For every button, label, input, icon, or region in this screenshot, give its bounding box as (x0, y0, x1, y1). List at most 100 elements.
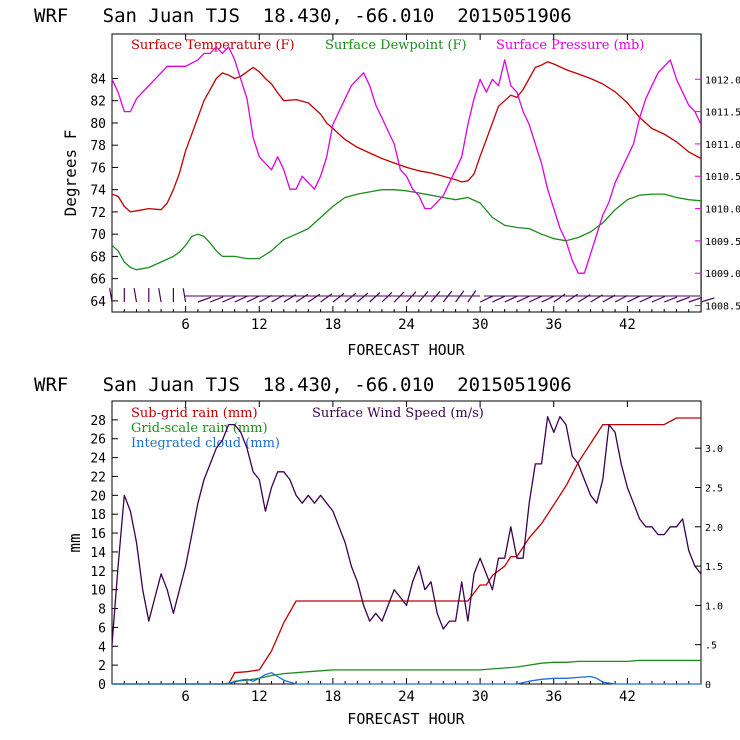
top-x-tick-label: 18 (324, 317, 341, 333)
wind-barb (307, 293, 321, 303)
top-y-tick-label: 70 (90, 228, 106, 243)
wind-barb (504, 295, 518, 303)
wind-barb (553, 293, 566, 303)
bottom-y-tick-label: 6 (98, 621, 106, 636)
wind-barb (418, 291, 429, 303)
bottom-chart: WRF San Juan TJS 18.430, -66.010 2015051… (34, 374, 723, 728)
bottom-axes: 6 12 18 24 30 36 4202468101214161820222426280.… (90, 401, 723, 705)
bottom-y-tick-label: 12 (90, 565, 106, 580)
bottom-x-tick-label: 30 (472, 689, 489, 705)
wind-barb (332, 293, 345, 303)
wind-barb (209, 296, 224, 303)
wind-barb (663, 296, 678, 303)
bottom-y2-tick-label: 1.5 (705, 562, 723, 573)
bottom-x-tick-label: 24 (398, 689, 415, 705)
bottom-y-tick-label: 24 (90, 452, 106, 467)
bottom-y2-tick-label: 2.5 (705, 483, 723, 494)
wind-barb (320, 293, 333, 303)
top-x-tick-label: 24 (398, 317, 415, 333)
bottom-x-axis-label: FORECAST HOUR (347, 710, 465, 728)
bottom-y-axis-label: mm (65, 533, 84, 552)
legend-integrated-cloud: Integrated cloud (mm) (131, 436, 280, 451)
bottom-y-tick-label: 4 (98, 640, 106, 655)
wind-barb (109, 288, 113, 303)
bottom-y-tick-label: 10 (90, 584, 106, 599)
top-chart-title: WRF San Juan TJS 18.430, -66.010 2015051… (34, 5, 572, 27)
wind-barb (158, 288, 162, 303)
wind-barb (430, 290, 441, 303)
top-y2-tick-label: 1009.5 (705, 237, 740, 248)
top-y2-tick-label: 1010.5 (705, 172, 740, 183)
top-x-tick-label: 30 (472, 317, 489, 333)
top-axes: 6 12 18 24 30 36 42 64 66 68 70 72 74 76 78 80 82 84 1008.… (90, 34, 740, 333)
wind-barb (182, 288, 187, 303)
top-y-axis-label: Degrees F (61, 130, 80, 217)
wind-barb (688, 297, 703, 303)
bottom-y-tick-label: 28 (90, 414, 106, 429)
wind-barb (344, 292, 357, 303)
top-x-tick-label: 42 (619, 317, 636, 333)
bottom-series-grid-scale-rain-mm (112, 659, 701, 685)
top-x-axis-label: FORECAST HOUR (347, 341, 465, 359)
bottom-y-tick-label: 20 (90, 489, 106, 504)
bottom-series (111, 416, 702, 685)
bottom-series-sub-grid-rain-mm (112, 417, 701, 685)
bottom-y2-tick-label: 3.0 (705, 444, 723, 455)
top-wind-barbs (109, 288, 715, 303)
top-chart: WRF San Juan TJS 18.430, -66.010 2015051… (34, 5, 740, 359)
wind-barb (406, 291, 417, 303)
wind-barb (381, 291, 393, 303)
top-y2-tick-label: 1011.0 (705, 140, 740, 151)
bottom-y-tick-label: 14 (90, 546, 106, 561)
top-y2-tick-label: 1012.0 (705, 75, 740, 86)
bottom-y-tick-label: 8 (98, 603, 106, 618)
wind-barb (246, 295, 260, 303)
top-y-tick-label: 84 (90, 72, 106, 87)
legend-grid-scale-rain: Grid-scale rain (mm) (131, 421, 268, 436)
wind-barb (222, 295, 236, 303)
top-x-tick-label: 6 (181, 317, 189, 333)
bottom-legend: Sub-grid rain (mm) Surface Wind Speed (m… (131, 406, 484, 451)
top-y-tick-label: 68 (90, 250, 106, 265)
bottom-y2-tick-label: 2.0 (705, 523, 723, 534)
bottom-y2-tick-label: 0 (705, 680, 711, 691)
wind-barb (528, 295, 543, 303)
wind-barb (627, 295, 641, 303)
wind-barb (614, 294, 628, 303)
top-right-axis-line (701, 34, 702, 312)
top-series-surface-pressure-mb (111, 46, 702, 274)
wind-barb (197, 296, 212, 303)
top-y-tick-label: 78 (90, 139, 106, 154)
bottom-y-tick-label: 0 (98, 678, 106, 693)
top-series-surface-dewpoint-f (111, 189, 702, 271)
bottom-y2-tick-label: 1.0 (705, 601, 723, 612)
legend-sub-grid-rain: Sub-grid rain (mm) (131, 406, 258, 421)
wind-barb (516, 295, 530, 303)
top-y-tick-label: 66 (90, 273, 106, 288)
top-y-tick-label: 76 (90, 161, 106, 176)
top-y-tick-label: 82 (90, 95, 106, 110)
legend-surface-pressure: Surface Pressure (mb) (496, 38, 644, 53)
bottom-x-tick-label: 6 (181, 689, 189, 705)
top-y-tick-label: 72 (90, 206, 106, 221)
wind-barb (651, 295, 666, 303)
wind-barb (479, 295, 494, 303)
top-y-tick-label: 74 (90, 184, 106, 199)
top-x-tick-label: 12 (251, 317, 268, 333)
legend-surface-temperature: Surface Temperature (F) (131, 38, 295, 53)
top-y2-tick-label: 1008.5 (705, 302, 740, 313)
wind-barb (357, 292, 369, 303)
wind-barb (133, 288, 138, 303)
top-y2-tick-label: 1009.0 (705, 269, 740, 280)
legend-surface-dewpoint: Surface Dewpoint (F) (325, 38, 467, 53)
bottom-x-tick-label: 42 (619, 689, 636, 705)
bottom-chart-title: WRF San Juan TJS 18.430, -66.010 2015051… (34, 374, 572, 396)
top-y-tick-label: 80 (90, 117, 106, 132)
top-plot-frame (111, 33, 702, 313)
bottom-y-tick-label: 2 (98, 659, 106, 674)
top-series (111, 46, 702, 274)
top-legend: Surface Temperature (F) Surface Dewpoint… (131, 38, 644, 53)
wind-barb (541, 295, 555, 303)
top-y2-tick-label: 1010.0 (705, 205, 740, 216)
